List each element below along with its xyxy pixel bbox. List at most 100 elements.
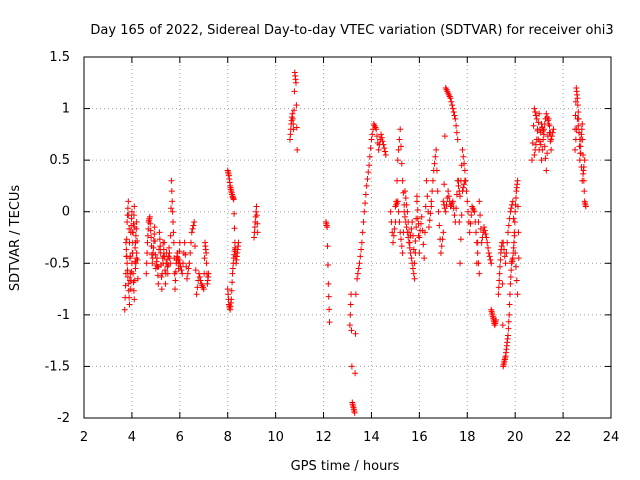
data-point xyxy=(512,249,519,256)
data-point xyxy=(185,265,192,272)
data-point xyxy=(292,79,299,86)
y-tick-label: -0.5 xyxy=(45,256,70,271)
data-point xyxy=(504,239,511,246)
data-point xyxy=(509,198,516,205)
data-point xyxy=(144,239,151,246)
y-tick-label: -2 xyxy=(57,411,70,426)
data-point xyxy=(358,239,365,246)
data-point xyxy=(431,160,438,167)
data-point xyxy=(125,287,132,294)
plot-frame xyxy=(83,56,612,419)
data-point xyxy=(196,274,203,281)
data-point xyxy=(473,260,480,267)
data-point xyxy=(536,110,543,117)
data-point xyxy=(123,246,130,253)
data-point xyxy=(129,229,136,236)
y-tick-label: 1 xyxy=(62,102,70,117)
data-point xyxy=(391,225,398,232)
data-point xyxy=(254,229,261,236)
data-point xyxy=(409,265,416,272)
data-point xyxy=(474,249,481,256)
data-point xyxy=(152,251,159,258)
data-point xyxy=(231,210,238,217)
data-point xyxy=(203,260,210,267)
data-point xyxy=(461,181,468,188)
data-point xyxy=(537,141,544,148)
data-point xyxy=(454,136,461,143)
data-point xyxy=(152,237,159,244)
data-point xyxy=(548,146,555,153)
data-point xyxy=(362,200,369,207)
data-point xyxy=(530,122,537,129)
data-point xyxy=(486,253,493,260)
data-point xyxy=(496,277,503,284)
data-point xyxy=(121,306,128,313)
data-point xyxy=(184,270,191,277)
data-point xyxy=(253,212,260,219)
data-point xyxy=(471,208,478,215)
data-point xyxy=(436,222,443,229)
data-point xyxy=(455,182,462,189)
data-point xyxy=(505,222,512,229)
data-point xyxy=(154,255,161,262)
data-point xyxy=(166,249,173,256)
data-point xyxy=(132,265,139,272)
data-point xyxy=(132,232,139,239)
data-point xyxy=(356,260,363,267)
data-point xyxy=(225,291,232,298)
data-point xyxy=(579,177,586,184)
data-point xyxy=(581,157,588,164)
data-point xyxy=(477,212,484,219)
data-point xyxy=(160,246,167,253)
y-tick-label: -1 xyxy=(57,308,70,323)
data-point xyxy=(531,105,538,112)
data-point xyxy=(146,213,153,220)
data-point xyxy=(441,181,448,188)
data-point xyxy=(359,229,366,236)
data-point xyxy=(168,177,175,184)
chart-title: Day 165 of 2022, Sidereal Day-to-day VTE… xyxy=(90,23,613,38)
data-point xyxy=(574,95,581,102)
data-point xyxy=(501,253,508,260)
data-point xyxy=(452,115,459,122)
data-point xyxy=(348,363,355,370)
data-point xyxy=(441,133,448,140)
data-point xyxy=(449,198,456,205)
data-point xyxy=(437,249,444,256)
data-point xyxy=(131,296,138,303)
y-axis-label: SDTVAR / TECUs xyxy=(8,185,23,292)
data-point xyxy=(417,220,424,227)
data-point xyxy=(366,153,373,160)
data-point xyxy=(294,146,301,153)
data-point xyxy=(573,126,580,133)
data-point xyxy=(128,215,135,222)
data-point xyxy=(449,102,456,109)
data-point xyxy=(130,212,137,219)
data-point xyxy=(582,203,589,210)
x-tick-label: 22 xyxy=(555,430,572,445)
data-point xyxy=(127,253,134,260)
data-point xyxy=(134,237,141,244)
data-point xyxy=(397,236,404,243)
data-point xyxy=(382,151,389,158)
data-point xyxy=(544,117,551,124)
data-point xyxy=(187,249,194,256)
data-point xyxy=(478,239,485,246)
data-point xyxy=(387,208,394,215)
data-point xyxy=(124,274,131,281)
data-point xyxy=(293,124,300,131)
data-point xyxy=(416,234,423,241)
data-point xyxy=(150,244,157,251)
data-point xyxy=(324,224,331,231)
data-point xyxy=(182,251,189,258)
data-point xyxy=(510,215,517,222)
data-point xyxy=(514,291,521,298)
data-point xyxy=(181,239,188,246)
data-point xyxy=(413,198,420,205)
data-point xyxy=(325,280,332,287)
data-point xyxy=(512,263,519,270)
data-point xyxy=(576,129,583,136)
data-point xyxy=(412,237,419,244)
data-point xyxy=(158,274,165,281)
data-point xyxy=(453,205,460,212)
